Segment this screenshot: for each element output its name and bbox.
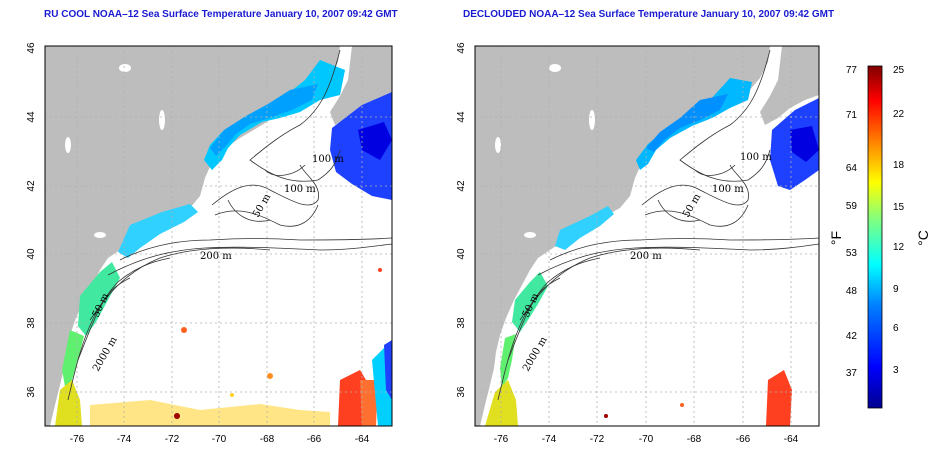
x-axis: -76 -74 -72 -70 -68 -66 -64 bbox=[70, 434, 370, 445]
grid bbox=[475, 46, 819, 426]
left-map: 100 m 100 m 50 m 200 m 50 m 2000 m -76 -… bbox=[26, 42, 393, 445]
fahrenheit-ticks: 77 71 64 59 53 48 42 37 bbox=[846, 65, 858, 379]
map-frame bbox=[44, 45, 393, 427]
fahrenheit-tick: 37 bbox=[846, 368, 858, 379]
celsius-unit: °C bbox=[915, 230, 931, 246]
contour-label: 2000 m bbox=[91, 335, 120, 374]
x-tick-label: -70 bbox=[212, 434, 227, 445]
y-axis: 46 44 42 40 38 36 bbox=[456, 42, 467, 398]
celsius-tick: 9 bbox=[893, 284, 899, 295]
fahrenheit-tick: 59 bbox=[846, 201, 858, 212]
contour-label: 100 m bbox=[312, 154, 344, 165]
x-tick-label: -66 bbox=[307, 434, 322, 445]
celsius-tick: 6 bbox=[893, 323, 899, 334]
y-tick-label: 38 bbox=[26, 317, 37, 329]
y-tick-label: 40 bbox=[456, 248, 467, 260]
contour-label: 200 m bbox=[200, 251, 232, 262]
right-panel-title: DECLOUDED NOAA–12 Sea Surface Temperatur… bbox=[463, 9, 835, 20]
fahrenheit-tick: 42 bbox=[846, 331, 858, 342]
y-tick-label: 36 bbox=[26, 386, 37, 398]
right-map: 100 m 100 m 50 m 200 m 50 m 2000 m -76 -… bbox=[456, 42, 820, 445]
y-tick-label: 44 bbox=[456, 111, 467, 123]
contour-label: 50 m bbox=[681, 192, 703, 220]
x-tick-label: -64 bbox=[784, 434, 799, 445]
land-mass bbox=[45, 46, 340, 426]
contour-label: 2000 m bbox=[521, 335, 550, 374]
contour-label: 100 m bbox=[740, 152, 772, 163]
y-axis: 46 44 42 40 38 36 bbox=[26, 42, 37, 398]
celsius-tick: 3 bbox=[893, 365, 899, 376]
y-tick-label: 42 bbox=[26, 180, 37, 192]
map-frame bbox=[474, 45, 820, 427]
x-tick-label: -74 bbox=[542, 434, 557, 445]
contour-label: 100 m bbox=[284, 184, 316, 195]
colorbar-gradient bbox=[867, 65, 883, 409]
y-tick-label: 40 bbox=[26, 248, 37, 260]
x-tick-label: -76 bbox=[494, 434, 509, 445]
bathymetry-contours bbox=[497, 49, 819, 401]
colorbar: 77 71 64 59 53 48 42 37 25 22 18 15 12 9… bbox=[828, 65, 931, 409]
y-tick-label: 36 bbox=[456, 386, 467, 398]
y-tick-label: 42 bbox=[456, 180, 467, 192]
celsius-ticks: 25 22 18 15 12 9 6 3 bbox=[893, 65, 905, 376]
x-tick-label: -64 bbox=[355, 434, 370, 445]
y-tick-label: 46 bbox=[456, 42, 467, 54]
y-tick-label: 44 bbox=[26, 111, 37, 123]
land-mass-east bbox=[760, 46, 819, 125]
x-tick-label: -76 bbox=[70, 434, 85, 445]
bathymetry-contours bbox=[67, 49, 392, 401]
fahrenheit-tick: 77 bbox=[846, 65, 858, 76]
fahrenheit-tick: 64 bbox=[846, 163, 858, 174]
celsius-tick: 18 bbox=[893, 160, 905, 171]
fahrenheit-tick: 71 bbox=[846, 110, 858, 121]
y-tick-label: 46 bbox=[26, 42, 37, 54]
celsius-tick: 22 bbox=[893, 109, 905, 120]
celsius-tick: 15 bbox=[893, 202, 905, 213]
x-tick-label: -68 bbox=[260, 434, 275, 445]
y-tick-label: 38 bbox=[456, 317, 467, 329]
fahrenheit-tick: 53 bbox=[846, 248, 858, 259]
x-tick-label: -72 bbox=[165, 434, 180, 445]
contour-label: 200 m bbox=[630, 251, 662, 262]
land-mass-east bbox=[330, 46, 392, 125]
contour-label: 50 m bbox=[251, 192, 273, 220]
x-tick-label: -66 bbox=[736, 434, 751, 445]
fahrenheit-unit: °F bbox=[828, 231, 844, 245]
contour-label: 100 m bbox=[712, 184, 744, 195]
left-panel-title: RU COOL NOAA–12 Sea Surface Temperature … bbox=[44, 9, 398, 20]
x-tick-label: -68 bbox=[687, 434, 702, 445]
fahrenheit-tick: 48 bbox=[846, 286, 858, 297]
x-axis: -76 -74 -72 -70 -68 -66 -64 bbox=[494, 434, 799, 445]
x-tick-label: -70 bbox=[639, 434, 654, 445]
x-tick-label: -74 bbox=[117, 434, 132, 445]
celsius-tick: 25 bbox=[893, 65, 905, 76]
x-tick-label: -72 bbox=[590, 434, 605, 445]
celsius-tick: 12 bbox=[893, 242, 905, 253]
